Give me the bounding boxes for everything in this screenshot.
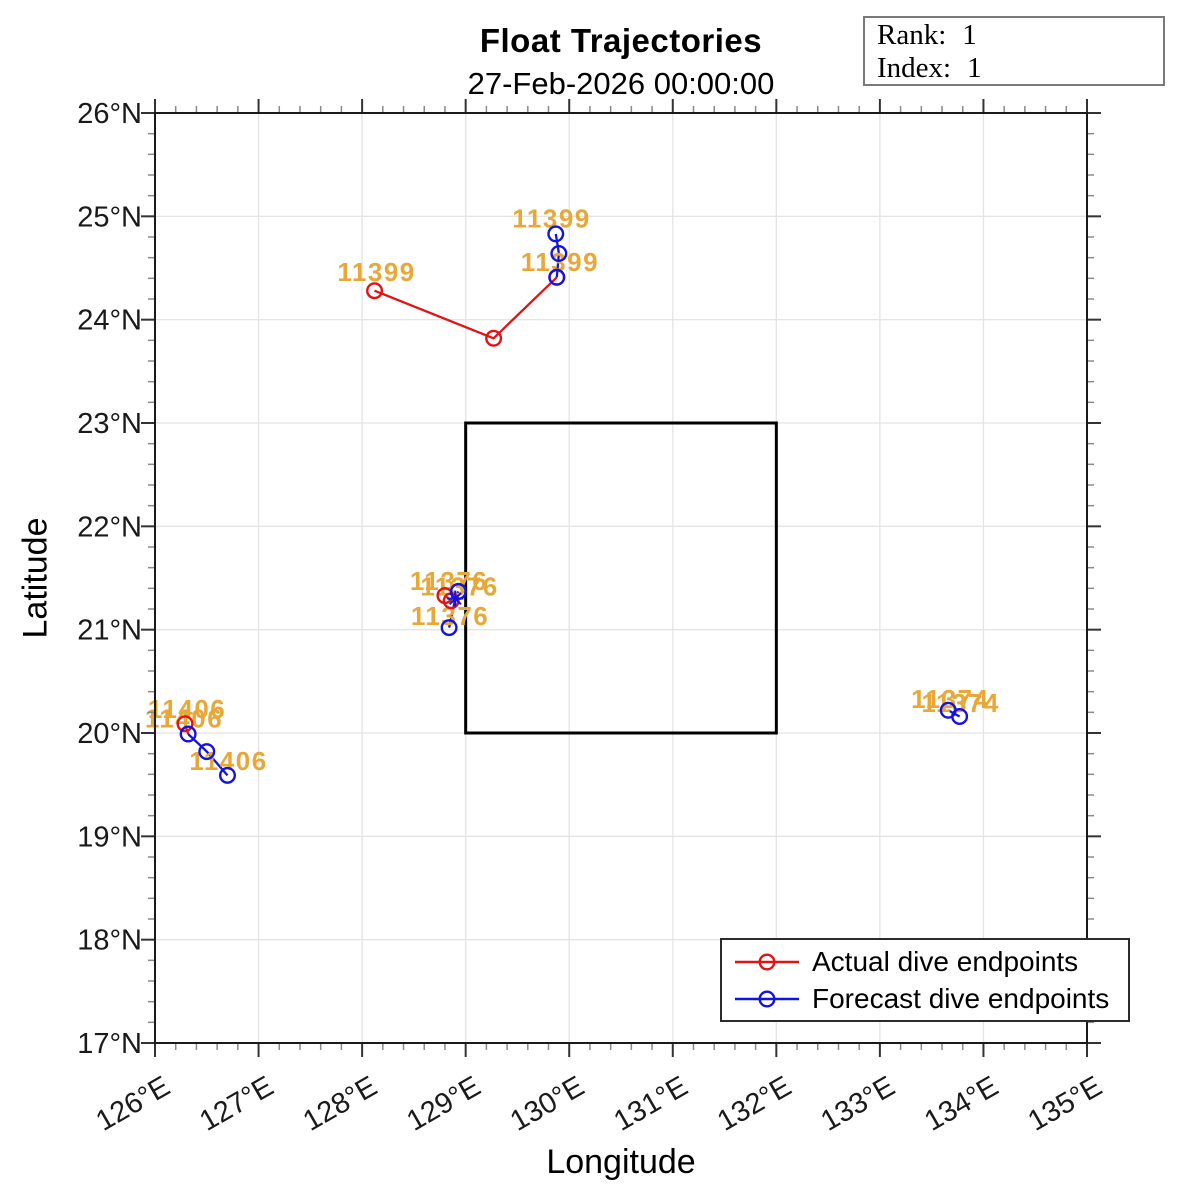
float-id-label-11376: 11376 bbox=[420, 571, 498, 601]
x-tick-label: 134°E bbox=[919, 1070, 1004, 1137]
actual-endpoint-11406-circle bbox=[176, 715, 194, 733]
actual-endpoint-11399-circle bbox=[366, 282, 384, 300]
axis-ticks bbox=[141, 99, 1101, 1057]
y-tick-label: 18°N bbox=[77, 925, 142, 957]
x-tick-label: 135°E bbox=[1023, 1070, 1108, 1137]
x-tick-label: 130°E bbox=[505, 1070, 590, 1137]
index-label: Index: bbox=[877, 52, 952, 84]
rank-value: 1 bbox=[962, 19, 977, 51]
y-tick-label: 24°N bbox=[77, 305, 142, 337]
legend-circle-icon bbox=[758, 989, 776, 1008]
x-tick-label: 129°E bbox=[401, 1070, 486, 1137]
float-id-label-11399: 11399 bbox=[337, 257, 415, 287]
x-tick-label: 126°E bbox=[91, 1070, 176, 1137]
legend-label-actual: Actual dive endpoints bbox=[812, 945, 1079, 977]
actual-endpoint-11399-circle bbox=[485, 329, 503, 347]
forecast-endpoint-11376-asterisk bbox=[448, 592, 462, 606]
axes-border bbox=[154, 112, 1088, 1044]
y-tick-label: 19°N bbox=[77, 821, 142, 853]
rank-row: Rank: 1 bbox=[877, 19, 1163, 52]
forecast-endpoint-11374-circle bbox=[951, 707, 969, 725]
rank-index-box: Rank: 1 Index: 1 bbox=[863, 16, 1165, 86]
index-row: Index: 1 bbox=[877, 52, 1163, 85]
region-box bbox=[464, 421, 778, 735]
forecast-endpoint-11406-circle bbox=[179, 725, 197, 743]
x-tick-label: 131°E bbox=[609, 1070, 694, 1137]
x-tick-label: 132°E bbox=[712, 1070, 797, 1137]
legend-item-forecast: Forecast dive endpoints bbox=[722, 980, 1128, 1017]
legend-item-actual: Actual dive endpoints bbox=[722, 943, 1128, 980]
legend-circle-icon bbox=[758, 952, 776, 971]
actual-trajectory-11406 bbox=[183, 723, 190, 735]
forecast-endpoint-11399-circle bbox=[547, 225, 565, 243]
legend-swatch-actual bbox=[735, 952, 799, 971]
x-tick-label: 127°E bbox=[194, 1070, 279, 1137]
float-id-label-11374: 11374 bbox=[922, 688, 1000, 718]
forecast-endpoint-11406-circle bbox=[198, 743, 216, 761]
y-tick-label: 26°N bbox=[77, 98, 142, 130]
trajectory-lines bbox=[183, 233, 961, 777]
title-block: Float Trajectories 27-Feb-2026 00:00:00 bbox=[155, 0, 1087, 102]
y-tick-label: 23°N bbox=[77, 408, 142, 440]
grid-lines bbox=[155, 113, 1087, 1043]
forecast-endpoint-11406-circle bbox=[218, 766, 236, 784]
dive-markers bbox=[176, 225, 969, 784]
forecast-endpoint-11399-circle bbox=[548, 268, 566, 286]
x-tick-label: 128°E bbox=[298, 1070, 383, 1137]
y-axis-label: Latitude bbox=[16, 517, 55, 639]
y-tick-label: 22°N bbox=[77, 511, 142, 543]
chart-subtitle: 27-Feb-2026 00:00:00 bbox=[467, 66, 775, 101]
float-id-label-11376: 11376 bbox=[410, 566, 488, 596]
x-axis-label: Longitude bbox=[546, 1143, 696, 1181]
legend-swatch-forecast bbox=[735, 989, 799, 1008]
x-tick-label: 133°E bbox=[816, 1070, 901, 1137]
chart-title: Float Trajectories bbox=[479, 22, 763, 59]
float-id-labels: 1139911399113991137611376113761140611406… bbox=[145, 203, 1000, 776]
y-tick-label: 17°N bbox=[77, 1028, 142, 1060]
float-id-label-11376: 11376 bbox=[411, 601, 489, 631]
legend-label-forecast: Forecast dive endpoints bbox=[812, 982, 1110, 1014]
forecast-trajectory-11406 bbox=[187, 733, 229, 777]
index-value: 1 bbox=[967, 52, 982, 84]
float-id-label-11406: 11406 bbox=[148, 694, 226, 724]
actual-trajectory-11399 bbox=[374, 276, 558, 340]
forecast-endpoint-11376-circle bbox=[440, 619, 458, 637]
forecast-endpoint-11399-circle bbox=[550, 245, 568, 263]
y-tick-label: 21°N bbox=[77, 615, 142, 647]
rank-label: Rank: bbox=[877, 19, 947, 51]
y-tick-label: 20°N bbox=[77, 718, 142, 750]
float-id-label-11406: 11406 bbox=[189, 746, 267, 776]
legend: Actual dive endpoints Forecast dive endp… bbox=[720, 938, 1130, 1022]
float-id-label-11374: 11374 bbox=[911, 684, 989, 714]
y-tick-label: 25°N bbox=[77, 201, 142, 233]
